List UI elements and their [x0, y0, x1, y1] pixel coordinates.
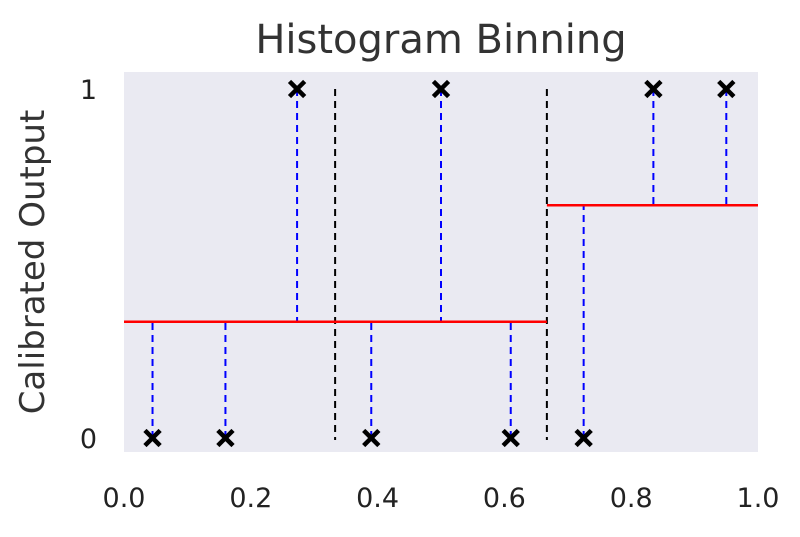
data-point-2 — [216, 428, 235, 448]
data-point-4 — [362, 428, 381, 448]
data-point-7 — [574, 428, 593, 448]
data-point-3 — [287, 79, 307, 99]
data-point-8 — [644, 79, 663, 99]
data-point-1 — [143, 428, 162, 448]
data-point-5 — [431, 79, 451, 99]
x-tick-label-5: 1.0 — [737, 483, 780, 514]
data-point-9 — [717, 79, 736, 99]
x-tick-label-1: 0.2 — [229, 483, 272, 514]
chart-title: Histogram Binning — [255, 17, 627, 63]
x-tick-label-0: 0.0 — [103, 483, 146, 514]
y-tick-label-1: 1 — [80, 75, 97, 106]
data-point-6 — [501, 428, 520, 448]
x-tick-label-3: 0.6 — [483, 483, 526, 514]
y-tick-label-0: 0 — [80, 424, 97, 455]
x-tick-label-2: 0.4 — [356, 483, 399, 514]
x-tick-label-4: 0.8 — [610, 483, 653, 514]
